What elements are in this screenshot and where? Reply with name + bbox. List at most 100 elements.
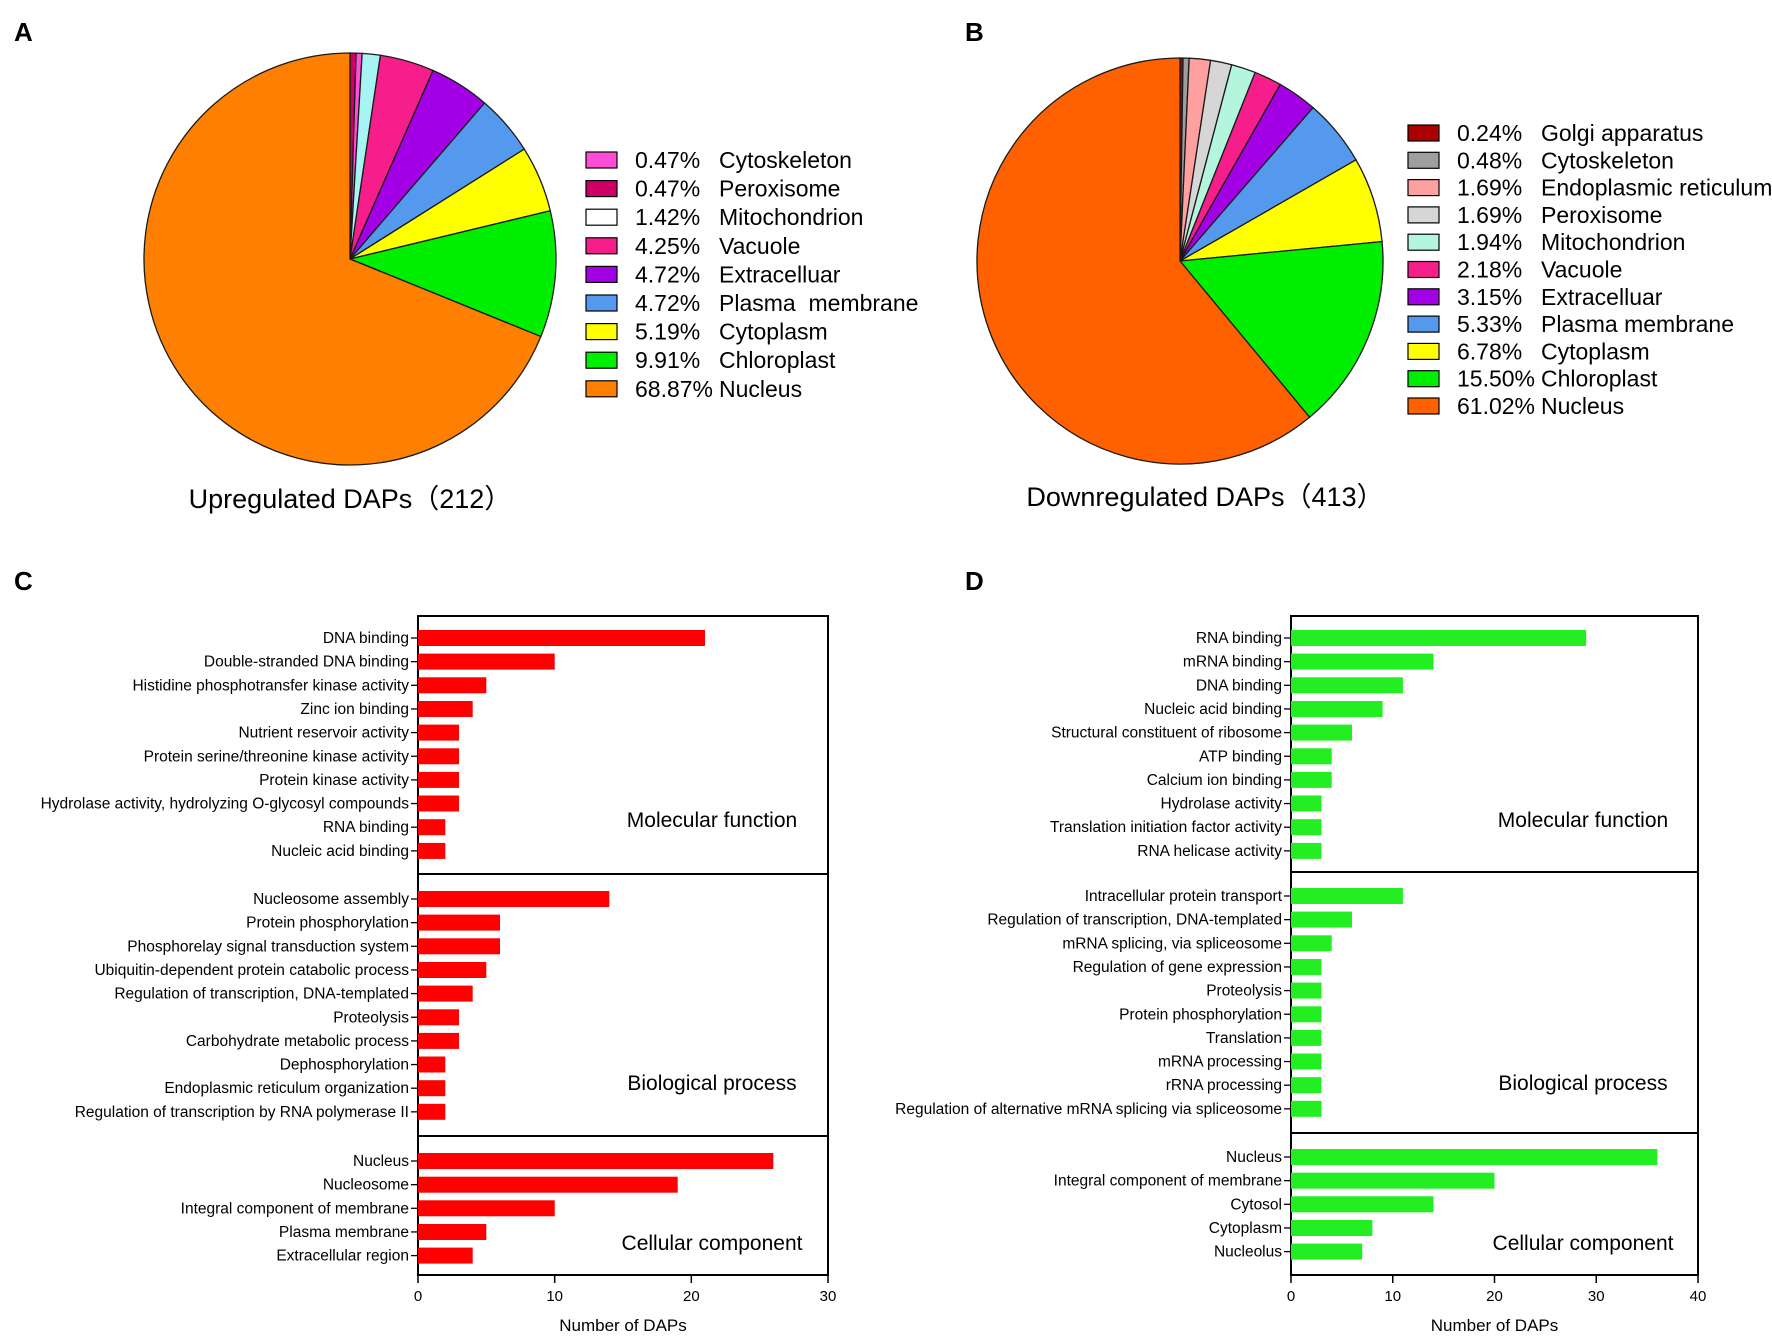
- bar-translation: [1291, 1029, 1322, 1046]
- bar-cytoplasm: [1291, 1220, 1373, 1236]
- legend-label: Peroxisome: [719, 176, 840, 202]
- category-label: Nutrient reservoir activity: [238, 725, 409, 742]
- bar-ubiquitin-dependent-protein-catabolic-process: [418, 962, 487, 978]
- category-label: mRNA splicing, via spliceosome: [1062, 935, 1282, 952]
- category-label: Hydrolase activity: [1161, 796, 1283, 813]
- category-label: Integral component of membrane: [181, 1200, 409, 1217]
- pie-chart-upregulated: [143, 52, 557, 466]
- bar-rna-binding: [418, 819, 446, 836]
- legend-swatch-cytoplasm: [1407, 342, 1440, 360]
- legend-percent: 4.25%: [635, 233, 700, 259]
- bar-nucleus: [1291, 1149, 1658, 1165]
- pie-slice-chloroplast: [347, 209, 557, 338]
- category-label: Nucleus: [353, 1153, 409, 1170]
- bar-plasma-membrane: [418, 1224, 487, 1240]
- x-tick-label: 20: [683, 1288, 700, 1305]
- category-label: DNA binding: [1196, 677, 1282, 694]
- category-label: Protein phosphorylation: [246, 915, 409, 932]
- bar-zinc-ion-binding: [418, 701, 473, 717]
- category-label: Regulation of gene expression: [1073, 959, 1282, 976]
- legend-percent: 2.18%: [1457, 257, 1522, 283]
- category-label: Nucleus: [1226, 1149, 1282, 1166]
- category-label: Carbohydrate metabolic process: [186, 1033, 409, 1050]
- x-tick-label: 20: [1486, 1288, 1503, 1305]
- legend-percent: 1.69%: [1457, 175, 1522, 201]
- legend-label: Mitochondrion: [1541, 229, 1685, 255]
- bar-cytosol: [1291, 1196, 1434, 1213]
- bar-nucleic-acid-binding: [418, 842, 446, 859]
- bar-nucleosome: [418, 1176, 678, 1193]
- panel-label-b: B: [965, 17, 984, 47]
- group-label-molecular-function: Molecular function: [1498, 809, 1668, 832]
- bar-regulation-of-alternative-mrna-splicing-via-spliceosome: [1291, 1100, 1322, 1117]
- category-label: Double-stranded DNA binding: [204, 654, 409, 671]
- bar-calcium-ion-binding: [1291, 771, 1332, 788]
- legend-swatch-peroxisome: [585, 180, 618, 198]
- panel-label-c: C: [14, 566, 33, 596]
- legend-label: Cytoplasm: [1541, 338, 1650, 364]
- bar-dephosphorylation: [418, 1056, 446, 1073]
- category-label: Nucleic acid binding: [1144, 701, 1282, 718]
- legend-label: Cytoskeleton: [719, 147, 852, 173]
- legend-percent: 0.47%: [635, 176, 700, 202]
- group-label-cellular-component: Cellular component: [1493, 1232, 1674, 1255]
- bar-dna-binding: [1291, 677, 1403, 694]
- bar-nucleic-acid-binding: [1291, 701, 1383, 717]
- bar-protein-phosphorylation: [418, 914, 500, 931]
- legend-percent: 4.72%: [635, 290, 700, 316]
- legend-label: Nucleus: [1541, 393, 1624, 419]
- legend-percent: 68.87%: [635, 376, 713, 402]
- bar-carbohydrate-metabolic-process: [418, 1032, 459, 1049]
- bar-regulation-of-transcription-dna-templated: [418, 985, 473, 1002]
- legend-downregulated: 0.24% Golgi apparatus 0.48% Cytoskeleton 1.6…: [1407, 120, 1772, 419]
- legend-label: Extracelluar: [719, 261, 841, 287]
- legend-label: Chloroplast: [1541, 366, 1658, 392]
- category-label: mRNA binding: [1183, 654, 1282, 671]
- legend-label: Plasma membrane: [1541, 311, 1734, 337]
- category-label: Hydrolase activity, hydrolyzing O-glycos…: [41, 796, 410, 813]
- legend-percent: 0.24%: [1457, 120, 1522, 146]
- legend-swatch-golgi-apparatus: [1407, 124, 1440, 142]
- bar-protein-phosphorylation: [1291, 1006, 1322, 1023]
- legend-swatch-chloroplast: [585, 351, 618, 369]
- legend-swatch-cytoplasm: [585, 323, 618, 341]
- category-label: Nucleic acid binding: [271, 843, 409, 860]
- bar-structural-constituent-of-ribosome: [1291, 724, 1352, 741]
- category-label: Phosphorelay signal transduction system: [127, 938, 409, 955]
- legend-label: Peroxisome: [1541, 202, 1662, 228]
- legend-swatch-nucleus: [585, 380, 618, 398]
- legend-label: Chloroplast: [719, 347, 836, 373]
- pie-title-downregulated: Downregulated DAPs（413）: [1026, 482, 1383, 512]
- pie-slice-nucleus: [976, 57, 1311, 465]
- legend-percent: 6.78%: [1457, 338, 1522, 364]
- bar-translation-initiation-factor-activity: [1291, 819, 1322, 836]
- bar-chart-downregulated-go: RNA binding mRNA binding DNA binding Nuclei…: [895, 615, 1706, 1335]
- group-label-cellular-component: Cellular component: [622, 1232, 803, 1255]
- category-label: Proteolysis: [1206, 983, 1282, 1000]
- bar-phosphorelay-signal-transduction-system: [418, 938, 500, 955]
- bar-mrna-binding: [1291, 653, 1434, 670]
- bar-rna-helicase-activity: [1291, 842, 1322, 859]
- category-label: Zinc ion binding: [300, 701, 409, 718]
- bar-proteolysis: [418, 1009, 459, 1026]
- bar-atp-binding: [1291, 748, 1332, 765]
- bar-rrna-processing: [1291, 1077, 1322, 1094]
- legend-percent: 0.47%: [635, 147, 700, 173]
- category-label: Protein phosphorylation: [1119, 1006, 1282, 1023]
- category-label: Ubiquitin-dependent protein catabolic pr…: [94, 962, 409, 979]
- legend-label: Cytoplasm: [719, 319, 828, 345]
- category-label: DNA binding: [323, 630, 409, 647]
- bar-integral-component-of-membrane: [1291, 1172, 1495, 1189]
- bar-hydrolase-activity-hydrolyzing-o-glycosyl-compounds: [418, 795, 459, 812]
- legend-swatch-cytoskeleton: [1407, 151, 1440, 169]
- legend-swatch-chloroplast: [1407, 370, 1440, 388]
- category-label: Cytosol: [1230, 1196, 1282, 1213]
- category-label: Regulation of transcription, DNA-templat…: [987, 912, 1282, 929]
- legend-percent: 15.50%: [1457, 366, 1535, 392]
- category-label: rRNA processing: [1166, 1077, 1282, 1094]
- legend-swatch-extracelluar: [1407, 288, 1440, 306]
- category-label: Cytoplasm: [1209, 1220, 1282, 1237]
- bar-rna-binding: [1291, 630, 1587, 646]
- legend-percent: 1.94%: [1457, 229, 1522, 255]
